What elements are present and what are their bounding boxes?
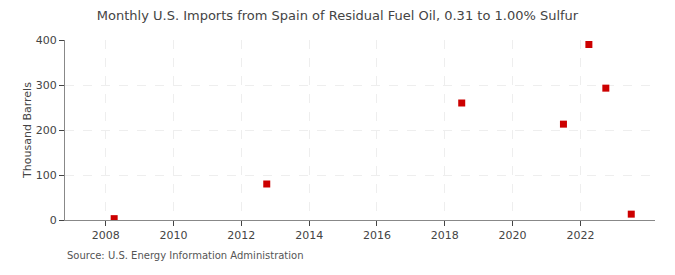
svg-text:2014: 2014 bbox=[295, 229, 323, 242]
svg-text:2008: 2008 bbox=[92, 229, 120, 242]
svg-text:300: 300 bbox=[36, 79, 57, 92]
svg-text:2018: 2018 bbox=[431, 229, 459, 242]
svg-text:2020: 2020 bbox=[499, 229, 527, 242]
svg-text:2012: 2012 bbox=[227, 229, 255, 242]
svg-text:0: 0 bbox=[50, 214, 57, 227]
svg-text:Monthly U.S. Imports from Spai: Monthly U.S. Imports from Spain of Resid… bbox=[97, 8, 579, 23]
svg-text:200: 200 bbox=[36, 124, 57, 137]
svg-text:Thousand Barrels: Thousand Barrels bbox=[21, 82, 34, 179]
svg-text:Source: U.S. Energy Informatio: Source: U.S. Energy Information Administ… bbox=[67, 250, 304, 261]
svg-text:2022: 2022 bbox=[566, 229, 594, 242]
svg-text:2016: 2016 bbox=[363, 229, 391, 242]
svg-text:100: 100 bbox=[36, 169, 57, 182]
svg-text:400: 400 bbox=[36, 34, 57, 47]
svg-text:2010: 2010 bbox=[160, 229, 188, 242]
